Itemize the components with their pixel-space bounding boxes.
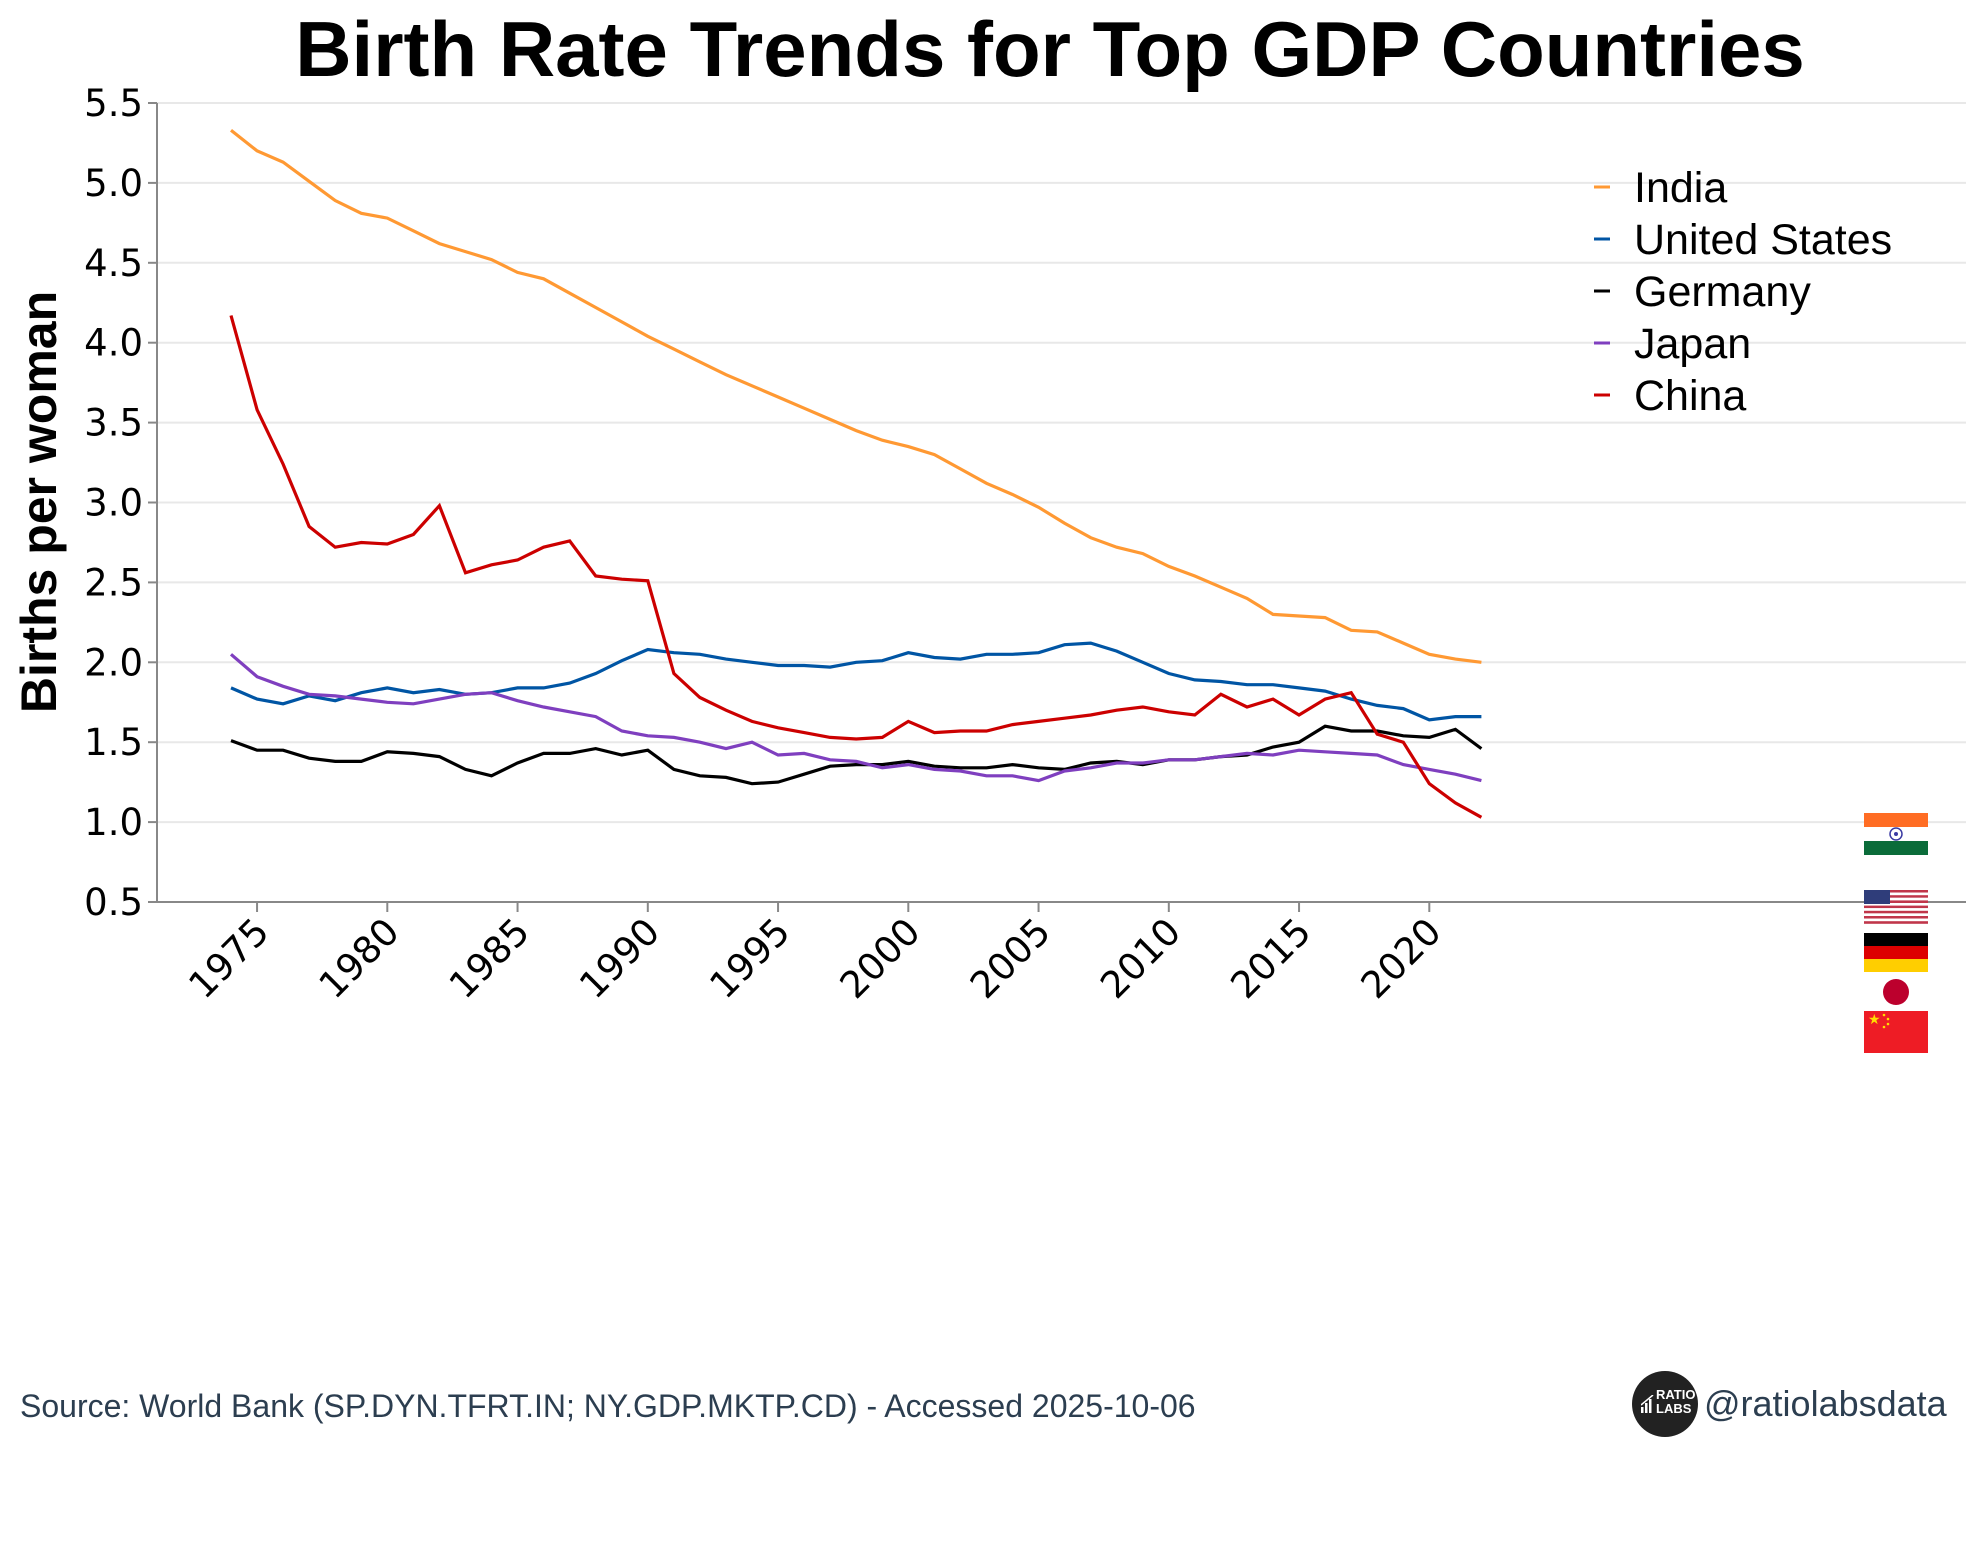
y-tick-label: 3.0 [84,482,143,525]
series-line-india [230,128,1482,664]
x-axis-ticks: 1975 1980 1985 1990 1995 2000 2005 2010 2015 2020 [180,902,1450,1007]
brand: RATIO LABS @ratiolabsdata [1632,1370,1947,1438]
series-lines [229,128,1483,819]
us-flag [1864,890,1928,924]
flag-stripe [1864,946,1928,959]
y-tick-label: 3.5 [84,402,143,445]
legend-label: Japan [1634,320,1751,368]
small-star [1882,1025,1886,1029]
y-tick-label: 4.0 [84,322,143,365]
legend-label: India [1634,164,1727,212]
series-line-united-states [230,641,1482,722]
logo-text-line2: LABS [1656,1401,1692,1416]
x-tick-label: 2015 [1222,910,1319,1007]
flag-stripe [1864,892,1928,896]
flag-stripe [1864,903,1928,906]
chakra-center [1894,832,1898,836]
series-line-china [229,315,1483,819]
x-tick-label: 1985 [441,910,538,1007]
chakra-icon [1889,827,1903,841]
y-tick-label: 5.0 [84,162,143,205]
flag-stripe [1864,895,1928,898]
flag-stripe [1864,913,1928,916]
flag-stripe [1864,890,1928,893]
flag-stripe [1864,918,1928,922]
flag-sun [1883,979,1909,1005]
x-tick-label: 2020 [1353,910,1450,1007]
india-flag [1864,813,1928,855]
chart-title: Birth Rate Trends for Top GDP Countries [295,5,1805,93]
y-tick-label: 1.5 [84,721,143,764]
social-handle: @ratiolabsdata [1704,1383,1947,1424]
flag-stripe [1864,959,1928,972]
x-tick-label: 2000 [832,910,929,1007]
flag-stripe [1864,841,1928,855]
y-tick-label: 5.5 [84,82,143,125]
y-axis-label: Births per woman [11,291,67,713]
series-line-germany [230,724,1483,786]
flag-stripe [1864,813,1928,827]
star-icon: ★ [1868,1012,1881,1028]
x-tick-label: 1995 [701,910,798,1007]
x-tick-label: 2005 [962,910,1059,1007]
source-note: Source: World Bank (SP.DYN.TFRT.IN; NY.G… [20,1388,1196,1424]
x-tick-label: 1980 [311,910,408,1007]
china-flag: ★ [1864,1011,1928,1053]
legend-label: China [1634,372,1746,420]
legend-label: Germany [1634,268,1811,316]
small-star [1886,1017,1890,1021]
logo-text-line1: RATIO [1656,1387,1696,1402]
y-tick-label: 1.0 [84,801,143,844]
ratio-labs-logo: RATIO LABS [1632,1371,1698,1437]
small-star [1882,1013,1886,1017]
bar-chart-icon [1641,1395,1654,1413]
small-star [1886,1022,1890,1026]
y-tick-label: 4.5 [84,242,143,285]
flag-stripe [1864,910,1928,914]
flag-stripe [1864,905,1928,909]
flag-field [1864,1011,1928,1053]
y-tick-label: 2.0 [84,641,143,684]
flag-stripe [1864,933,1928,946]
flag-stripe [1864,900,1928,903]
flag-canton [1864,890,1890,904]
y-axis-ticks: 0.5 1.0 1.5 2.0 2.5 3.0 3.5 4.0 4.5 5.0 5.5 [84,82,157,924]
japan-flag [1864,972,1928,1012]
x-tick-label: 1975 [180,910,277,1007]
flag-stripe [1864,916,1928,919]
x-tick-label: 1990 [571,910,668,1007]
legend-label: United States [1634,216,1892,264]
flag-stripe [1864,921,1928,924]
x-tick-label: 2010 [1092,910,1189,1007]
grid-lines [157,102,1966,903]
germany-flag [1864,933,1928,972]
y-tick-label: 0.5 [84,881,143,924]
flag-stripe [1864,908,1928,911]
flag-markers: ★ [1864,813,1928,1053]
series-line-japan [229,653,1482,783]
y-tick-label: 2.5 [84,561,143,604]
flag-stripe [1864,897,1928,901]
